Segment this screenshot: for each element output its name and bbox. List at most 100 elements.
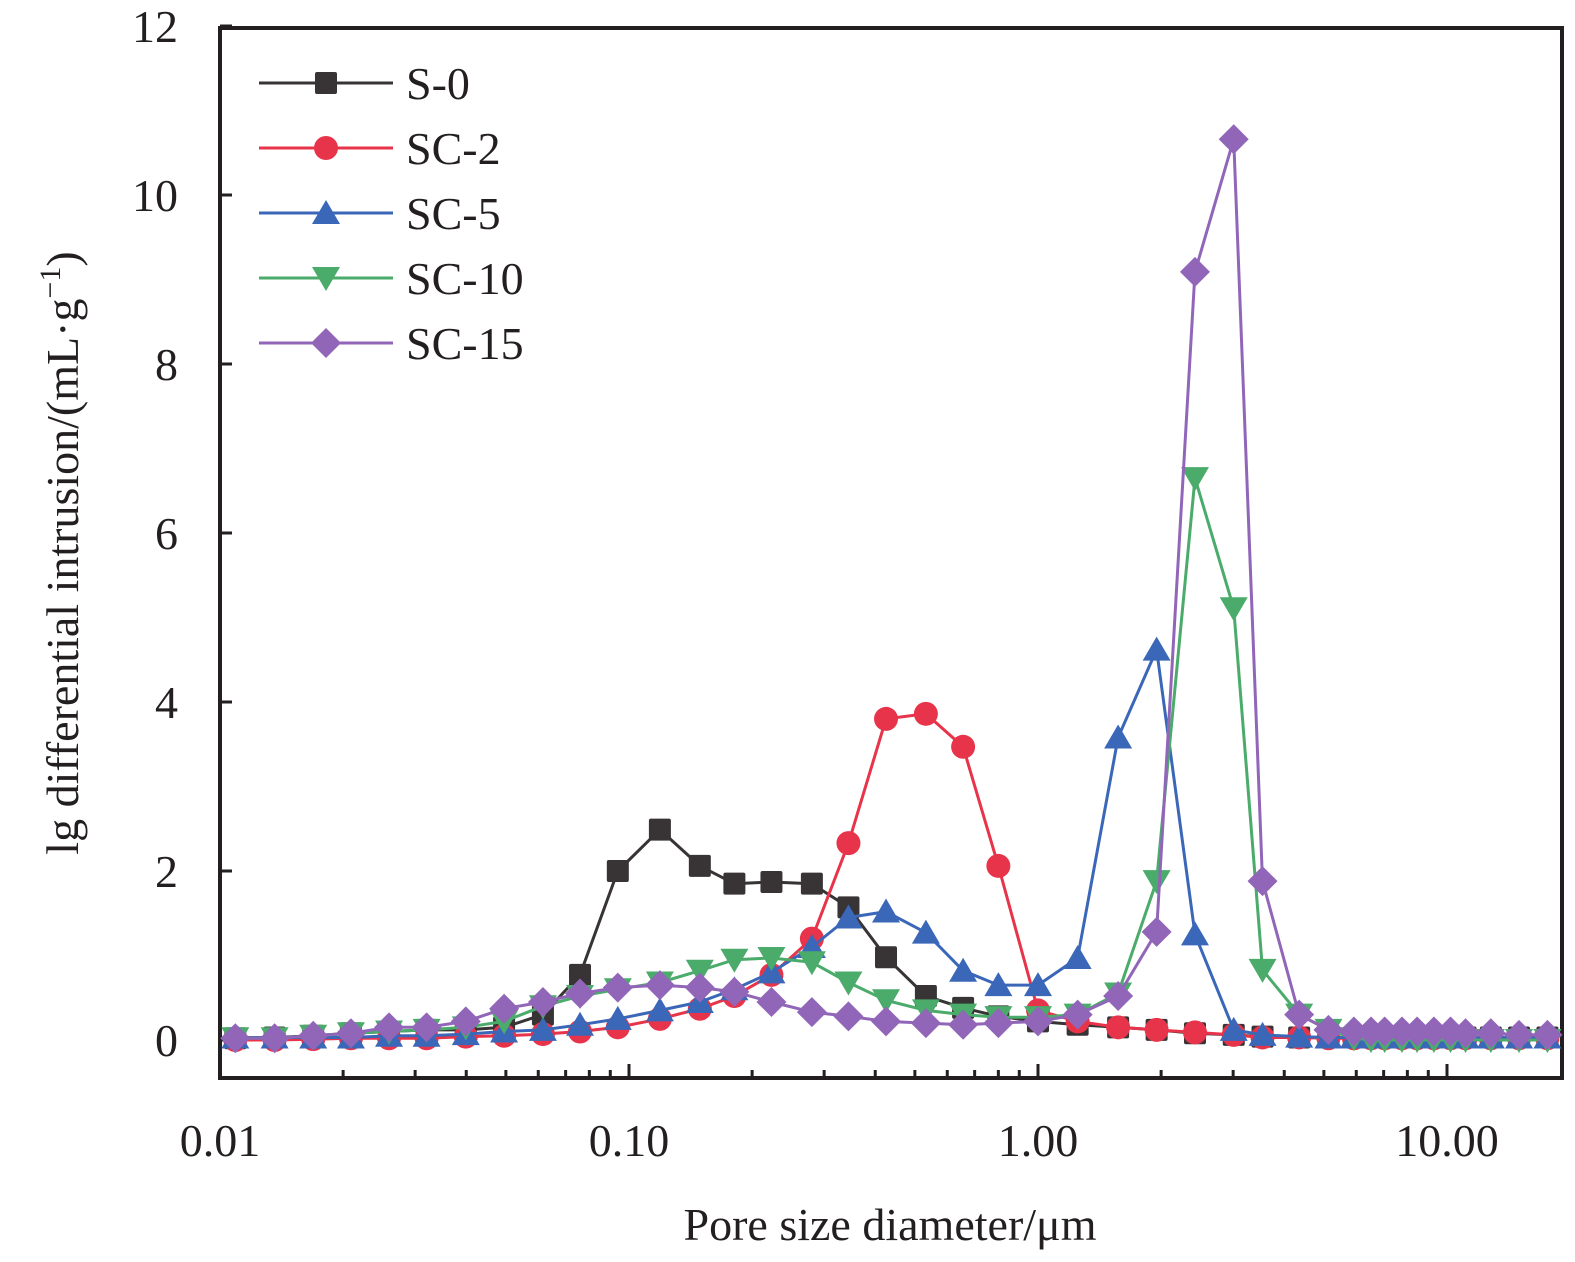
- data-point-sc-15: [719, 976, 750, 1007]
- data-point-sc-15: [259, 1023, 290, 1054]
- legend-label: SC-5: [406, 188, 501, 239]
- data-point-s-0: [688, 854, 711, 877]
- legend-item-s-0: S-0: [259, 58, 470, 109]
- y-tick-label: 6: [155, 508, 178, 559]
- y-axis-title: lg differential intrusion/(mL·g−1): [34, 251, 88, 854]
- data-point-sc-5: [1063, 945, 1092, 970]
- data-point-sc-15: [411, 1012, 442, 1043]
- legend-item-sc-2: SC-2: [259, 123, 501, 174]
- data-point-sc-15: [1418, 1016, 1449, 1047]
- x-tick-label: 1.00: [998, 1115, 1079, 1166]
- data-point-s-0: [648, 818, 671, 841]
- data-point-sc-15: [1103, 981, 1134, 1012]
- data-point-sc-15: [1141, 916, 1172, 947]
- data-point-sc-10: [1180, 467, 1209, 492]
- data-point-sc-2: [986, 853, 1011, 878]
- data-point-sc-10: [872, 989, 901, 1014]
- data-point-sc-10: [720, 948, 749, 973]
- data-point-sc-5: [911, 919, 940, 944]
- data-point-sc-5: [566, 1011, 595, 1036]
- data-point-sc-15: [1023, 1006, 1053, 1037]
- data-point-sc-15: [1284, 999, 1315, 1030]
- data-point-sc-15: [489, 993, 520, 1024]
- data-point-sc-5: [1024, 972, 1052, 997]
- data-point-sc-15: [1313, 1014, 1344, 1045]
- series-line-sc-5: [235, 648, 1548, 1039]
- y-axis-ticks: 0 2 4 6 8 10 12: [132, 1, 232, 1066]
- data-point-s-0: [723, 872, 746, 895]
- data-point-s-0: [569, 963, 592, 986]
- data-point-sc-10: [1219, 597, 1248, 622]
- data-point-sc-2: [1182, 1020, 1207, 1045]
- data-point-sc-10: [1248, 958, 1277, 983]
- data-point-sc-15: [1179, 256, 1210, 287]
- plot-frame: [218, 26, 1564, 1080]
- series-sc-5: [221, 636, 1562, 1049]
- x-axis-title: Pore size diameter/μm: [684, 1199, 1097, 1250]
- series-layer: [220, 124, 1563, 1054]
- data-point-sc-10: [1142, 870, 1171, 895]
- x-tick-label: 0.01: [180, 1115, 261, 1166]
- data-point-sc-2: [1144, 1017, 1169, 1042]
- y-tick-label: 2: [155, 846, 178, 897]
- data-point-sc-15: [1475, 1018, 1506, 1049]
- y-tick-label: 4: [155, 677, 178, 728]
- data-point-sc-15: [565, 978, 596, 1009]
- data-point-sc-5: [1219, 1016, 1248, 1041]
- data-point-sc-15: [1532, 1019, 1563, 1050]
- data-point-sc-5: [1180, 921, 1209, 946]
- data-point-s-0: [760, 870, 783, 893]
- data-point-sc-5: [834, 904, 863, 929]
- data-point-sc-15: [450, 1006, 481, 1037]
- data-point-sc-5: [949, 957, 978, 982]
- series-line-s-0: [235, 828, 1548, 1040]
- data-point-s-0: [606, 860, 629, 882]
- y-tick-label: 0: [155, 1015, 178, 1066]
- data-point-sc-15: [1369, 1016, 1400, 1047]
- plot-border: [218, 26, 1564, 1080]
- y-tick-label: 12: [132, 1, 178, 52]
- data-point-sc-15: [1450, 1018, 1481, 1049]
- x-axis-ticks: 0.01 0.10 1.00 10.00: [180, 1064, 1499, 1166]
- data-point-sc-15: [796, 997, 827, 1028]
- data-point-sc-5: [872, 898, 901, 923]
- legend-label: S-0: [406, 58, 470, 109]
- data-point-sc-2: [1106, 1015, 1131, 1040]
- x-tick-label: 0.10: [589, 1115, 670, 1166]
- legend-item-sc-10: SC-10: [259, 253, 524, 304]
- data-point-sc-15: [684, 972, 715, 1003]
- data-point-sc-15: [602, 972, 633, 1003]
- y-tick-label: 10: [132, 170, 178, 221]
- legend-marker-diamond: [311, 328, 341, 358]
- x-tick-label: 10.00: [1395, 1115, 1499, 1166]
- data-point-sc-15: [871, 1006, 902, 1037]
- data-point-sc-10: [797, 951, 826, 976]
- data-point-sc-15: [374, 1012, 405, 1043]
- data-point-sc-15: [983, 1008, 1014, 1039]
- legend-item-sc-15: SC-15: [259, 318, 524, 369]
- data-point-sc-15: [644, 970, 675, 1001]
- data-point-sc-15: [1247, 866, 1278, 897]
- series-sc-15: [220, 124, 1563, 1054]
- y-axis-title-close: ): [37, 251, 88, 266]
- data-point-sc-15: [1218, 124, 1249, 155]
- data-point-sc-15: [1402, 1016, 1433, 1047]
- data-point-sc-15: [1504, 1019, 1535, 1050]
- data-point-sc-15: [220, 1023, 251, 1054]
- legend-marker-square: [315, 72, 337, 94]
- data-point-sc-15: [756, 986, 787, 1017]
- data-point-sc-10: [685, 959, 714, 984]
- data-point-sc-15: [1386, 1016, 1417, 1047]
- data-point-sc-15: [298, 1020, 329, 1051]
- data-point-sc-5: [1104, 724, 1133, 749]
- data-point-sc-5: [1285, 1023, 1314, 1048]
- legend-marker-triangle-down: [312, 267, 340, 291]
- data-point-sc-15: [527, 986, 558, 1017]
- data-point-sc-15: [1338, 1016, 1369, 1047]
- data-point-sc-2: [951, 734, 976, 759]
- data-point-sc-5: [528, 1016, 557, 1041]
- data-point-sc-10: [757, 947, 786, 972]
- legend-marker-triangle-up: [312, 200, 340, 224]
- data-point-sc-5: [1142, 636, 1171, 661]
- legend-label: SC-15: [406, 318, 524, 369]
